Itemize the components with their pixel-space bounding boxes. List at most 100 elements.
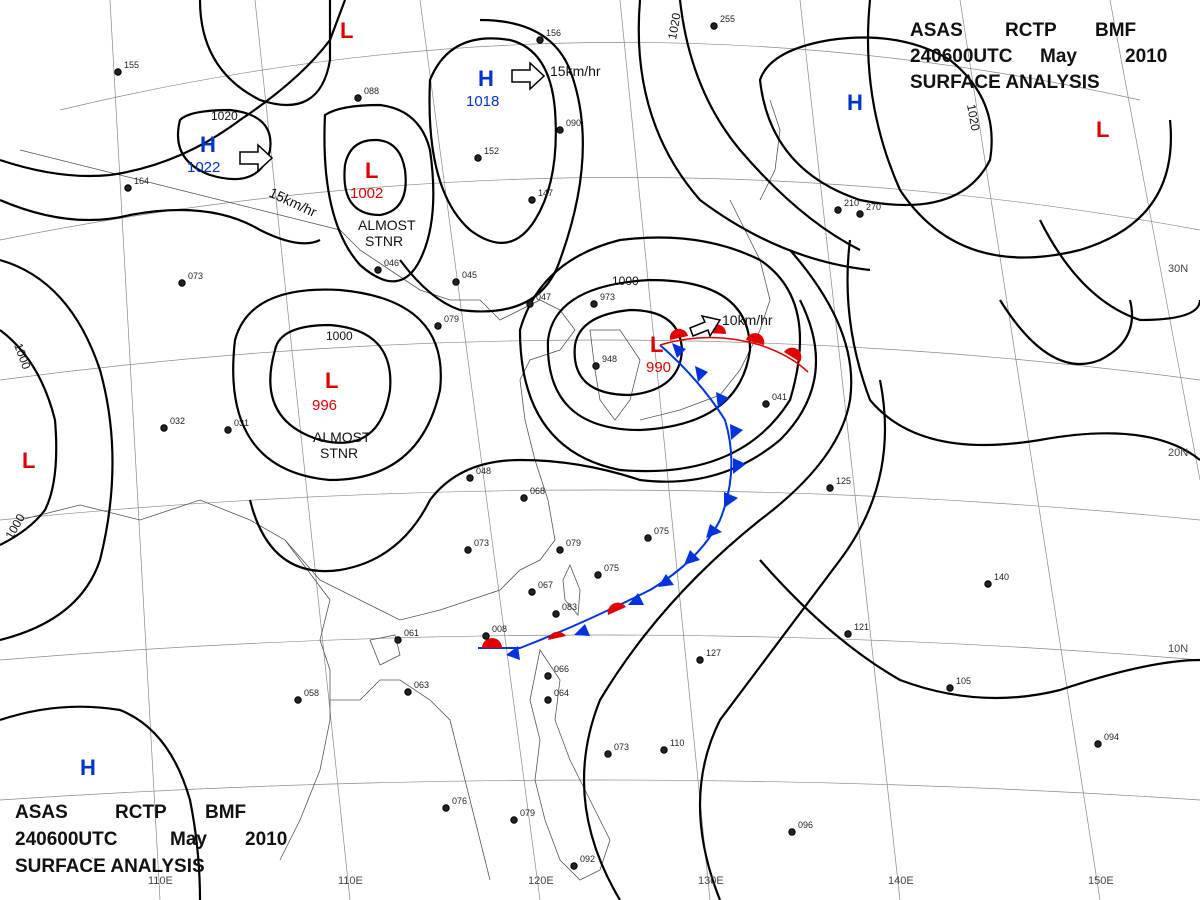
philippines-coast [529, 648, 611, 881]
station-pressure-label: 105 [956, 676, 971, 686]
station-marker [604, 750, 612, 758]
station-pressure-label: 152 [484, 146, 499, 156]
station-marker [474, 154, 482, 162]
station-marker [528, 196, 536, 204]
station-pressure-label: 045 [462, 270, 477, 280]
pressure-systems: L H 1022 L 1002 ALMOST STNR H 1018 L 996… [22, 18, 1109, 780]
isobar [428, 37, 557, 244]
cold-front-triangle [672, 343, 686, 358]
pressure-system-letter: L [340, 18, 353, 43]
isobar [698, 379, 887, 900]
station-marker [590, 300, 598, 308]
pressure-system-letter: L [1096, 117, 1109, 142]
header-month: May [1040, 46, 1077, 67]
station-marker [1094, 740, 1102, 748]
system-note: ALMOST [358, 217, 416, 233]
station-pressure-label: 079 [520, 808, 535, 818]
isobar [637, 0, 871, 272]
station-marker [984, 580, 992, 588]
header-top: ASAS RCTP BMF 240600UTC May 2010 SURFACE… [910, 20, 1167, 93]
station-pressure-label: 076 [452, 796, 467, 806]
sakhalin-coast [759, 99, 781, 201]
station-pressure-label: 948 [602, 354, 617, 364]
station-marker [224, 426, 232, 434]
station-pressure-label: 147 [538, 188, 553, 198]
isobar-label: 1020 [964, 103, 982, 132]
cold-front [478, 343, 746, 660]
isobar [0, 0, 347, 178]
station-marker [452, 278, 460, 286]
longitude-label: 120E [528, 875, 554, 887]
pressure-system-letter: H [80, 755, 96, 780]
motion-speed-label: 15km/hr [267, 184, 320, 220]
station-marker [660, 746, 668, 754]
isobar [0, 705, 202, 900]
station-pressure-label: 255 [720, 14, 735, 24]
motion-arrow-icon [689, 314, 722, 338]
station-marker [644, 534, 652, 542]
station-plots: 155 156 088 090 152 147 046 045 079 047 973 948 048 0… [114, 14, 1119, 870]
warm-front-semicircle [746, 333, 765, 345]
station-marker [528, 588, 536, 596]
warm-front-semicircle [548, 631, 566, 640]
isobar [866, 0, 1172, 259]
station-pressure-label: 047 [536, 292, 551, 302]
station-pressure-label: 210 [844, 198, 859, 208]
longitude-label: 110E [148, 875, 173, 887]
station-pressure-label: 088 [364, 86, 379, 96]
header-time: 240600UTC [15, 829, 118, 850]
isobar-label: 1000 [326, 329, 353, 343]
station-pressure-label: 092 [580, 854, 595, 864]
station-marker [354, 94, 362, 102]
coastline [19, 499, 331, 861]
isobar [546, 278, 752, 432]
station-pressure-label: 079 [566, 538, 581, 548]
station-marker [536, 36, 544, 44]
station-pressure-label: 075 [654, 526, 669, 536]
meridian-line [799, 0, 901, 900]
isobar [269, 323, 392, 444]
station-pressure-label: 041 [772, 392, 787, 402]
isobar [176, 108, 272, 181]
station-marker [556, 126, 564, 134]
header-station: RCTP [115, 802, 167, 823]
coastline [330, 679, 491, 881]
parallel-line [0, 339, 1200, 381]
isobar [0, 258, 114, 642]
station-pressure-label: 110 [670, 738, 684, 748]
station-marker [404, 688, 412, 696]
pressure-value: 996 [312, 397, 337, 414]
meridian-line [109, 0, 161, 900]
isobar [573, 308, 684, 397]
cold-front-triangle [628, 593, 644, 605]
station-marker [294, 696, 302, 704]
isobar-label: 1000 [612, 274, 639, 288]
station-marker [124, 184, 132, 192]
cold-front-triangle [658, 574, 674, 587]
station-marker [520, 494, 528, 502]
station-marker [442, 804, 450, 812]
station-pressure-label: 079 [444, 314, 459, 324]
station-pressure-label: 073 [188, 271, 203, 281]
cold-front-triangle [684, 550, 700, 565]
parallel-line [0, 634, 1200, 661]
pressure-system-letter: L [365, 158, 378, 183]
header-time: 240600UTC [910, 46, 1013, 67]
korea-coast [589, 329, 641, 421]
motion-speeds: 15km/hr 15km/hr 10km/hr [267, 63, 773, 328]
latitude-label: 30N [1168, 263, 1188, 275]
isobar-label: 1000 [2, 511, 28, 541]
isobar [846, 239, 1200, 461]
cold-front-line [478, 344, 733, 649]
warm-front-semicircle [669, 328, 688, 340]
cold-front-triangle [730, 424, 743, 440]
station-pressure-label: 048 [476, 466, 491, 476]
isobar [758, 36, 993, 207]
cold-front-triangle [724, 492, 738, 508]
station-marker [114, 68, 122, 76]
header-code: BMF [1095, 20, 1136, 41]
station-marker [510, 816, 518, 824]
station-marker [552, 610, 560, 618]
station-pressure-label: 031 [234, 418, 249, 428]
